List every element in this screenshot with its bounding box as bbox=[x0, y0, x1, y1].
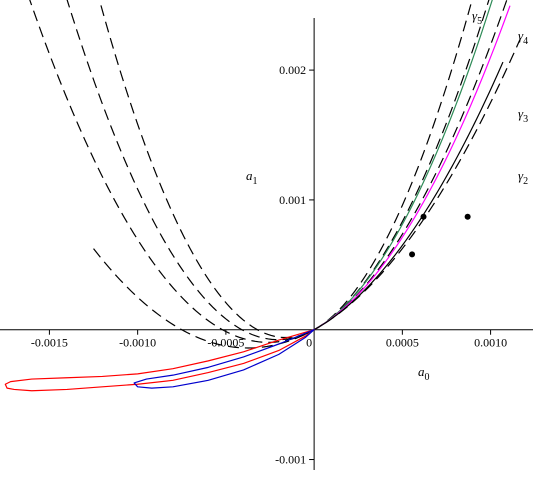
y-tick-label: 0.001 bbox=[279, 193, 306, 207]
dashed-curve-2 bbox=[66, 0, 490, 341]
closed-curve-1 bbox=[4, 329, 315, 392]
ticks-layer: -0.0015 -0.0010 -0.0005 0 0.0005 0.0010 0.002 0… bbox=[31, 63, 507, 466]
x-tick-label: 0.0010 bbox=[474, 336, 507, 350]
solid-curve-2 bbox=[313, 5, 511, 331]
x-tick-label: -0.0005 bbox=[207, 336, 244, 350]
data-point-1 bbox=[420, 213, 427, 220]
y-axis-label: a1 bbox=[246, 168, 258, 187]
dashed-curve-3 bbox=[29, 0, 508, 343]
data-point-3 bbox=[464, 213, 471, 220]
x-tick-label: -0.0010 bbox=[119, 336, 156, 350]
x-tick-label: -0.0015 bbox=[31, 336, 68, 350]
data-point-2 bbox=[409, 251, 416, 258]
labels-layer: a0 a1 γ5 γ4 γ3 γ2 bbox=[246, 8, 528, 383]
solid-curve-3 bbox=[313, 61, 504, 331]
x-tick-label: 0 bbox=[306, 336, 312, 350]
curves-layer bbox=[4, 0, 522, 392]
curve-label-4: γ2 bbox=[518, 168, 528, 187]
x-tick-label: 0.0005 bbox=[386, 336, 419, 350]
curve-label-1: γ5 bbox=[472, 8, 482, 27]
curve-label-2: γ4 bbox=[518, 28, 528, 47]
solid-curve-1 bbox=[313, 0, 493, 331]
dashed-curve-4 bbox=[93, 37, 522, 349]
x-axis-label: a0 bbox=[418, 364, 430, 383]
curve-label-3: γ3 bbox=[518, 106, 528, 125]
closed-curve-2 bbox=[133, 329, 315, 389]
y-tick-label: 0.002 bbox=[279, 63, 306, 77]
axes-layer bbox=[0, 18, 533, 470]
y-tick-label: -0.001 bbox=[275, 453, 306, 467]
points-layer bbox=[409, 213, 471, 258]
